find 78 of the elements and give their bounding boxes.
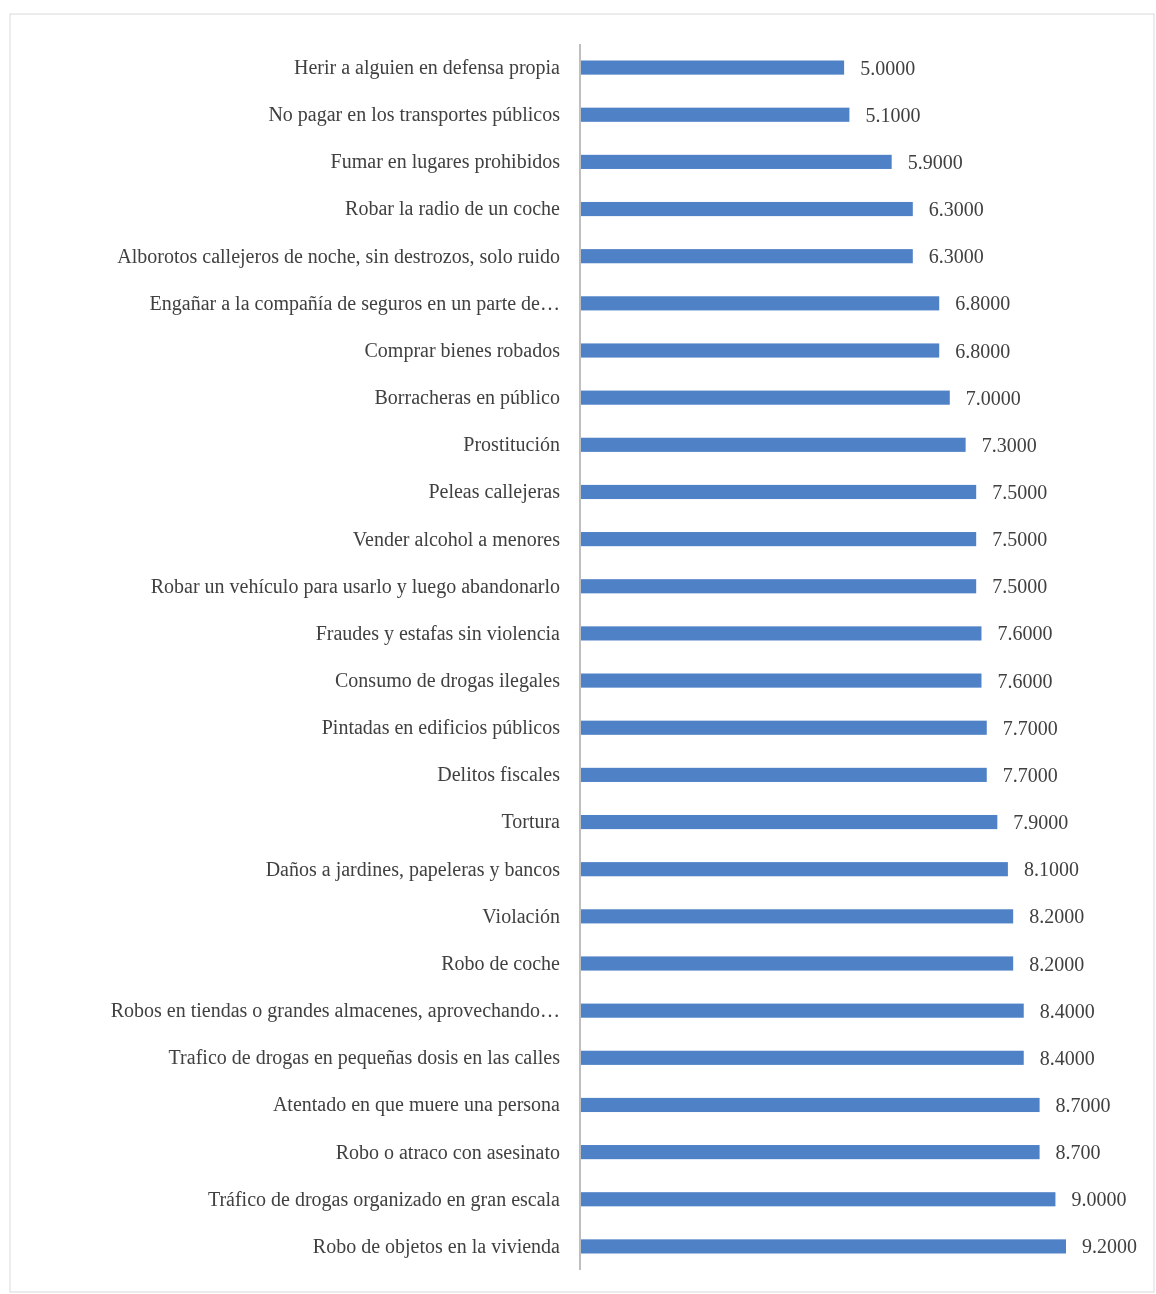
y-tick-label: Vender alcohol a menores bbox=[352, 527, 561, 550]
bar bbox=[580, 626, 982, 641]
data-label: 8.1000 bbox=[1023, 858, 1079, 881]
data-label: 8.2000 bbox=[1029, 905, 1085, 928]
data-label: 7.6000 bbox=[997, 622, 1053, 645]
data-label: 6.8000 bbox=[955, 292, 1011, 315]
bar bbox=[580, 1097, 1040, 1113]
data-label: 7.9000 bbox=[1013, 811, 1069, 834]
y-tick-label: Alborotos callejeros de noche, sin destrozos, solo ruido bbox=[117, 244, 560, 268]
bar bbox=[580, 532, 977, 547]
data-label: 8.2000 bbox=[1029, 952, 1085, 975]
bar bbox=[580, 390, 950, 405]
y-tick-label: Trafico de drogas en pequeñas dosis en las calles bbox=[168, 1046, 561, 1070]
data-label: 7.7000 bbox=[1002, 763, 1058, 786]
y-tick-label: Tortura bbox=[501, 810, 561, 833]
bar bbox=[580, 814, 998, 830]
y-tick-label: Robar la radio de un coche bbox=[345, 197, 561, 220]
data-label: 9.0000 bbox=[1071, 1188, 1127, 1211]
bar bbox=[580, 862, 1008, 877]
bar bbox=[580, 107, 850, 122]
data-label: 6.3000 bbox=[928, 198, 984, 221]
data-label: 6.8000 bbox=[955, 339, 1011, 362]
data-label: 7.0000 bbox=[965, 386, 1021, 409]
bar bbox=[580, 296, 940, 311]
y-tick-label: Daños a jardines, papeleras y bancos bbox=[265, 857, 561, 881]
y-tick-label: Robo de coche bbox=[441, 951, 561, 974]
bar bbox=[580, 767, 987, 782]
y-tick-label: Robos en tiendas o grandes almacenes, aprovechando… bbox=[110, 999, 560, 1023]
y-tick-label: Borracheras en público bbox=[374, 386, 560, 410]
data-label: 5.0000 bbox=[860, 56, 916, 79]
data-label: 7.5000 bbox=[992, 528, 1048, 551]
bar bbox=[580, 1050, 1024, 1065]
y-tick-label: Consumo de drogas ilegales bbox=[335, 668, 561, 692]
data-label: 5.1000 bbox=[865, 103, 921, 126]
data-label: 7.6000 bbox=[997, 669, 1053, 692]
bar bbox=[580, 60, 845, 75]
y-tick-label: Robar un vehículo para usarlo y luego abandonarlo bbox=[150, 574, 560, 598]
bar bbox=[580, 249, 913, 264]
data-label: 7.3000 bbox=[981, 433, 1037, 456]
y-tick-label: Comprar bienes robados bbox=[364, 338, 561, 362]
data-label: 8.4000 bbox=[1039, 1046, 1095, 1069]
bar bbox=[580, 437, 966, 452]
bar bbox=[580, 720, 987, 735]
y-tick-label: Robo de objetos en la vivienda bbox=[312, 1234, 561, 1258]
y-tick-label: Prostitución bbox=[463, 433, 560, 456]
y-tick-label: Peleas callejeras bbox=[428, 480, 561, 504]
bar bbox=[580, 154, 892, 169]
bar bbox=[580, 1003, 1024, 1018]
data-label: 6.3000 bbox=[928, 245, 984, 268]
data-label: 8.700 bbox=[1055, 1141, 1101, 1164]
y-tick-label: No pagar en los transportes públicos bbox=[268, 103, 561, 127]
bar bbox=[580, 343, 940, 358]
data-label: 8.7000 bbox=[1055, 1093, 1111, 1116]
y-tick-label: Fumar en lugares prohibidos bbox=[330, 150, 561, 174]
data-label: 7.5000 bbox=[992, 575, 1048, 598]
bar bbox=[580, 484, 977, 500]
y-tick-label: Herir a alguien en defensa propia bbox=[294, 55, 561, 79]
y-tick-label: Tráfico de drogas organizado en gran escala bbox=[207, 1187, 561, 1211]
data-label: 5.9000 bbox=[907, 150, 963, 173]
y-tick-label: Atentado en que muere una persona bbox=[272, 1093, 561, 1117]
y-tick-label: Fraudes y estafas sin violencia bbox=[315, 621, 561, 645]
bar bbox=[580, 201, 913, 217]
bar bbox=[580, 1145, 1040, 1160]
bar bbox=[580, 956, 1014, 971]
y-tick-label: Engañar a la compañía de seguros en un parte de… bbox=[149, 291, 560, 315]
y-tick-label: Robo o atraco con asesinato bbox=[335, 1140, 560, 1163]
bar bbox=[580, 579, 977, 594]
bar bbox=[580, 909, 1014, 924]
data-label: 7.7000 bbox=[1002, 716, 1058, 739]
bar bbox=[580, 1192, 1056, 1207]
data-label: 7.5000 bbox=[992, 480, 1048, 503]
y-tick-label: Violación bbox=[482, 904, 560, 927]
bar bbox=[580, 1239, 1066, 1254]
bar bbox=[580, 673, 982, 688]
data-label: 8.4000 bbox=[1039, 999, 1095, 1022]
y-tick-label: Pintadas en edificios públicos bbox=[321, 716, 561, 740]
y-tick-label: Delitos fiscales bbox=[437, 763, 561, 786]
data-label: 9.2000 bbox=[1082, 1235, 1137, 1258]
